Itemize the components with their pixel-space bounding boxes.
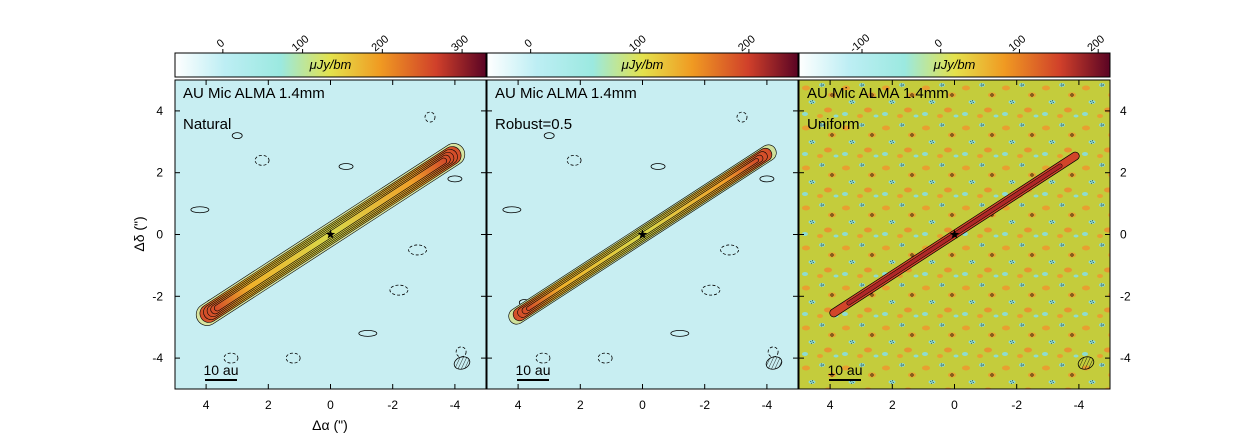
x-tick-label: 4 bbox=[515, 398, 522, 412]
noise-contour bbox=[389, 284, 409, 296]
x-axis-label: Δα (") bbox=[312, 417, 348, 433]
noise-contour bbox=[566, 154, 582, 166]
noise-contour bbox=[358, 329, 378, 337]
colorbar-tick-label: -100 bbox=[848, 32, 873, 55]
scalebar-label: 10 au bbox=[515, 362, 550, 378]
panel-natural: 10 au AU Mic ALMA 1.4mm Natural 4 2 0 -2 -4 4 2 0 -… bbox=[152, 33, 487, 412]
x-tick-label: -4 bbox=[762, 398, 773, 412]
x-tick-label: -4 bbox=[450, 398, 461, 412]
colorbar-tick-label: 0 bbox=[523, 37, 535, 50]
colorbar-tick-label: 300 bbox=[449, 33, 471, 54]
noise-contour bbox=[223, 352, 239, 364]
y-tick-label: 0 bbox=[1120, 228, 1127, 242]
colorbar-tick-label: 100 bbox=[627, 33, 649, 54]
star-marker bbox=[949, 229, 960, 239]
noise-contour bbox=[231, 132, 243, 140]
y-tick-label: 4 bbox=[156, 104, 163, 118]
x-tick-label: 0 bbox=[639, 398, 646, 412]
beam-ellipse bbox=[1077, 356, 1095, 370]
colorbar-tick-label: 200 bbox=[1085, 33, 1107, 54]
noise-contour bbox=[701, 284, 721, 296]
noise-contour bbox=[254, 154, 270, 166]
noise-contour bbox=[720, 244, 739, 256]
noise-contour bbox=[502, 206, 522, 214]
y-tick-label: -4 bbox=[1120, 351, 1131, 365]
beam-ellipse bbox=[765, 356, 783, 370]
panel-title: AU Mic ALMA 1.4mm bbox=[183, 85, 325, 102]
panel-subtitle: Uniform bbox=[807, 116, 860, 133]
colorbar bbox=[486, 52, 799, 78]
panel-title: AU Mic ALMA 1.4mm bbox=[807, 85, 949, 102]
noise-contour bbox=[759, 175, 775, 183]
panel-title: AU Mic ALMA 1.4mm bbox=[495, 85, 637, 102]
colorbar bbox=[798, 52, 1111, 78]
map-content bbox=[502, 111, 779, 364]
colorbar-tick-label: 100 bbox=[1007, 33, 1029, 54]
noise-contour bbox=[670, 329, 690, 337]
x-tick-label: 0 bbox=[951, 398, 958, 412]
panel-subtitle: Natural bbox=[183, 116, 231, 133]
x-tick-label: 2 bbox=[577, 398, 584, 412]
noise-contour bbox=[285, 352, 301, 364]
colorbar-tick-label: 100 bbox=[290, 33, 312, 54]
noise-contour bbox=[736, 111, 748, 123]
noise-contour bbox=[535, 352, 551, 364]
colorbar-label: μJy/bm bbox=[621, 57, 664, 72]
x-tick-label: 4 bbox=[827, 398, 834, 412]
y-tick-label: 4 bbox=[1120, 104, 1127, 118]
x-tick-label: -4 bbox=[1074, 398, 1085, 412]
scalebar-label: 10 au bbox=[203, 362, 238, 378]
noise-contour bbox=[447, 175, 463, 183]
noise-contour bbox=[650, 163, 666, 170]
scalebar-label: 10 au bbox=[827, 362, 862, 378]
y-tick-label: -4 bbox=[152, 351, 163, 365]
panel-robust: 10 au AU Mic ALMA 1.4mm Robust=0.5 4 2 0 -2 -4 μ… bbox=[486, 33, 799, 412]
y-axis-label: Δδ (") bbox=[131, 216, 147, 251]
colorbar-tick-label: 0 bbox=[215, 37, 227, 50]
x-tick-label: -2 bbox=[699, 398, 710, 412]
noise-contour bbox=[190, 206, 210, 214]
y-tick-label: 2 bbox=[156, 166, 163, 180]
colorbar-tick-label: 200 bbox=[370, 33, 392, 54]
x-tick-label: -2 bbox=[387, 398, 398, 412]
y-tick-label: -2 bbox=[152, 289, 163, 303]
noise-contour bbox=[408, 244, 427, 256]
noise-contour bbox=[597, 352, 613, 364]
panel-uniform: 10 au AU Mic ALMA 1.4mm Uniform 4 2 0 -2 -4 4 2 0 -… bbox=[798, 32, 1131, 412]
y-tick-label: -2 bbox=[1120, 289, 1131, 303]
panel-subtitle: Robust=0.5 bbox=[495, 116, 572, 133]
colorbar bbox=[174, 52, 487, 78]
x-tick-label: 2 bbox=[889, 398, 896, 412]
star-marker bbox=[325, 229, 336, 239]
map-content bbox=[190, 111, 467, 364]
y-tick-label: 2 bbox=[1120, 166, 1127, 180]
x-tick-label: 0 bbox=[327, 398, 334, 412]
star-marker bbox=[637, 229, 648, 239]
y-tick-label: 0 bbox=[156, 228, 163, 242]
colorbar-label: μJy/bm bbox=[933, 57, 976, 72]
colorbar-tick-label: 0 bbox=[933, 37, 945, 50]
colorbar-tick-label: 200 bbox=[736, 33, 758, 54]
noise-contour bbox=[338, 163, 354, 170]
x-tick-label: -2 bbox=[1011, 398, 1022, 412]
map-content bbox=[829, 151, 1080, 318]
noise-contour bbox=[543, 132, 555, 140]
x-tick-label: 2 bbox=[265, 398, 272, 412]
noise-contour bbox=[424, 111, 436, 123]
x-tick-label: 4 bbox=[203, 398, 210, 412]
colorbar-label: μJy/bm bbox=[309, 57, 352, 72]
beam-ellipse bbox=[453, 356, 471, 370]
